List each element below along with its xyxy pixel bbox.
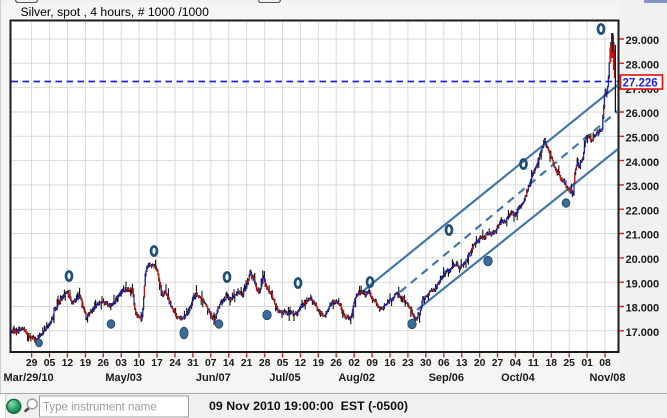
svg-text:04: 04 (510, 358, 522, 369)
svg-text:Oct/04: Oct/04 (501, 372, 536, 384)
svg-text:12: 12 (62, 358, 74, 369)
svg-text:26: 26 (330, 358, 342, 369)
svg-text:18: 18 (546, 358, 558, 369)
svg-text:26.000: 26.000 (626, 108, 660, 120)
svg-text:07: 07 (205, 358, 217, 369)
svg-text:19: 19 (80, 358, 92, 369)
svg-text:12: 12 (295, 358, 307, 369)
svg-text:03: 03 (115, 358, 127, 369)
svg-text:Silver, spot , 4 hours, # 1000: Silver, spot , 4 hours, # 1000 /1000 (21, 5, 210, 19)
svg-text:17: 17 (151, 358, 163, 369)
svg-text:05: 05 (277, 358, 289, 369)
svg-text:23: 23 (402, 358, 414, 369)
svg-text:01: 01 (581, 358, 593, 369)
svg-text:Type instrument name: Type instrument name (43, 402, 157, 414)
svg-text:Sep/06: Sep/06 (429, 372, 464, 384)
svg-text:31: 31 (187, 358, 199, 369)
svg-text:29: 29 (26, 358, 38, 369)
svg-text:Jun/07: Jun/07 (196, 372, 231, 384)
svg-text:28.000: 28.000 (626, 60, 660, 72)
svg-text:25: 25 (563, 358, 575, 369)
svg-text:27.226: 27.226 (623, 78, 658, 90)
svg-text:16: 16 (384, 358, 396, 369)
svg-text:13: 13 (456, 358, 468, 369)
svg-text:24: 24 (169, 358, 181, 369)
svg-text:09 Nov 2010 19:00:00 EST (-05: 09 Nov 2010 19:00:00 EST (-0500) (209, 399, 408, 413)
svg-text:30: 30 (420, 358, 432, 369)
svg-text:Mar/29/10: Mar/29/10 (4, 372, 54, 384)
svg-text:02: 02 (348, 358, 360, 369)
svg-text:06: 06 (438, 358, 450, 369)
svg-text:08: 08 (599, 358, 611, 369)
svg-text:Aug/02: Aug/02 (338, 372, 375, 384)
svg-text:May/03: May/03 (105, 372, 142, 384)
svg-text:26: 26 (98, 358, 110, 369)
svg-text:21.000: 21.000 (626, 230, 660, 242)
svg-text:20.000: 20.000 (626, 254, 660, 266)
svg-text:29.000: 29.000 (626, 35, 660, 47)
svg-text:20: 20 (474, 358, 486, 369)
svg-text:18.000: 18.000 (626, 303, 660, 315)
svg-text:17.000: 17.000 (626, 327, 660, 339)
svg-text:Nov/08: Nov/08 (589, 372, 625, 384)
svg-text:24.000: 24.000 (626, 157, 660, 169)
svg-text:Jul/05: Jul/05 (269, 372, 300, 384)
svg-text:10: 10 (133, 358, 145, 369)
svg-text:21: 21 (241, 358, 253, 369)
svg-text:28: 28 (259, 358, 271, 369)
svg-text:19.000: 19.000 (626, 278, 660, 290)
svg-text:09: 09 (366, 358, 378, 369)
svg-text:14: 14 (223, 358, 235, 369)
svg-text:22.000: 22.000 (626, 205, 660, 217)
svg-text:25.000: 25.000 (626, 133, 660, 145)
svg-text:11: 11 (528, 358, 539, 369)
svg-text:23.000: 23.000 (626, 181, 660, 193)
svg-text:05: 05 (44, 358, 56, 369)
svg-text:27: 27 (492, 358, 504, 369)
svg-text:19: 19 (313, 358, 325, 369)
